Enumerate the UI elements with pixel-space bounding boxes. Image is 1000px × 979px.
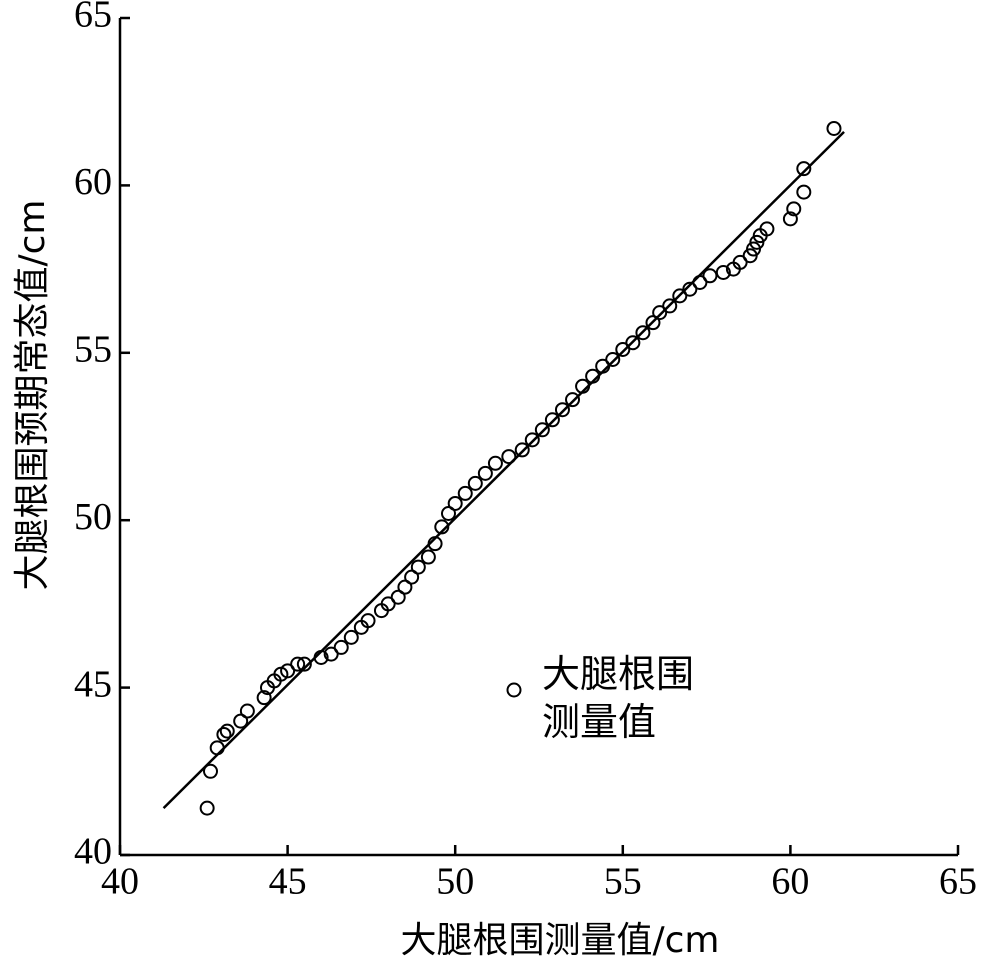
point [380,596,396,612]
point [715,264,731,280]
reference-line [162,130,845,810]
point [554,402,570,418]
point [652,305,668,321]
legend-label: 大腿根围测量值 [542,652,695,744]
point [826,120,842,136]
y-axis-label: 大腿根围预期常态值/cm [12,200,53,591]
point [280,663,296,679]
point [467,475,483,491]
point [390,589,406,605]
point [239,703,255,719]
y-tick-label: 60 [74,161,112,203]
x-tick-label: 55 [604,861,642,903]
x-tick-label: 50 [436,861,474,903]
point [397,579,413,595]
point [796,161,812,177]
point [501,449,517,465]
point [199,800,215,816]
point [296,656,312,672]
point [682,281,698,297]
point [786,201,802,217]
point [233,713,249,729]
x-tick-label: 60 [771,861,809,903]
point [615,341,631,357]
point [203,763,219,779]
point [565,392,581,408]
point [514,442,530,458]
point [256,690,272,706]
point [457,485,473,501]
point [524,432,540,448]
point [216,726,232,742]
point [672,288,688,304]
point [440,506,456,522]
point [662,298,678,314]
point [209,740,225,756]
y-tick-label: 45 [74,663,112,705]
point [333,639,349,655]
point [290,656,306,672]
point [410,559,426,575]
point [605,351,621,367]
y-tick-label: 40 [74,831,112,873]
y-tick-label: 65 [74,0,112,36]
point [487,455,503,471]
point [782,211,798,227]
y-tick-label: 55 [74,329,112,371]
x-axis-label: 大腿根围测量值/cm [401,920,720,961]
legend-marker [506,682,522,698]
point [447,495,463,511]
y-tick-label: 50 [74,496,112,538]
point [219,723,235,739]
point [702,268,718,284]
point [343,629,359,645]
point [625,335,641,351]
point [534,422,550,438]
x-tick-label: 65 [939,861,977,903]
point [796,184,812,200]
point [544,412,560,428]
point [635,325,651,341]
x-tick-label: 40 [101,861,139,903]
point [759,221,775,237]
point [360,613,376,629]
point [404,569,420,585]
point [732,254,748,270]
point [645,315,661,331]
point [477,465,493,481]
x-tick-label: 45 [269,861,307,903]
point [420,549,436,565]
point [323,646,339,662]
